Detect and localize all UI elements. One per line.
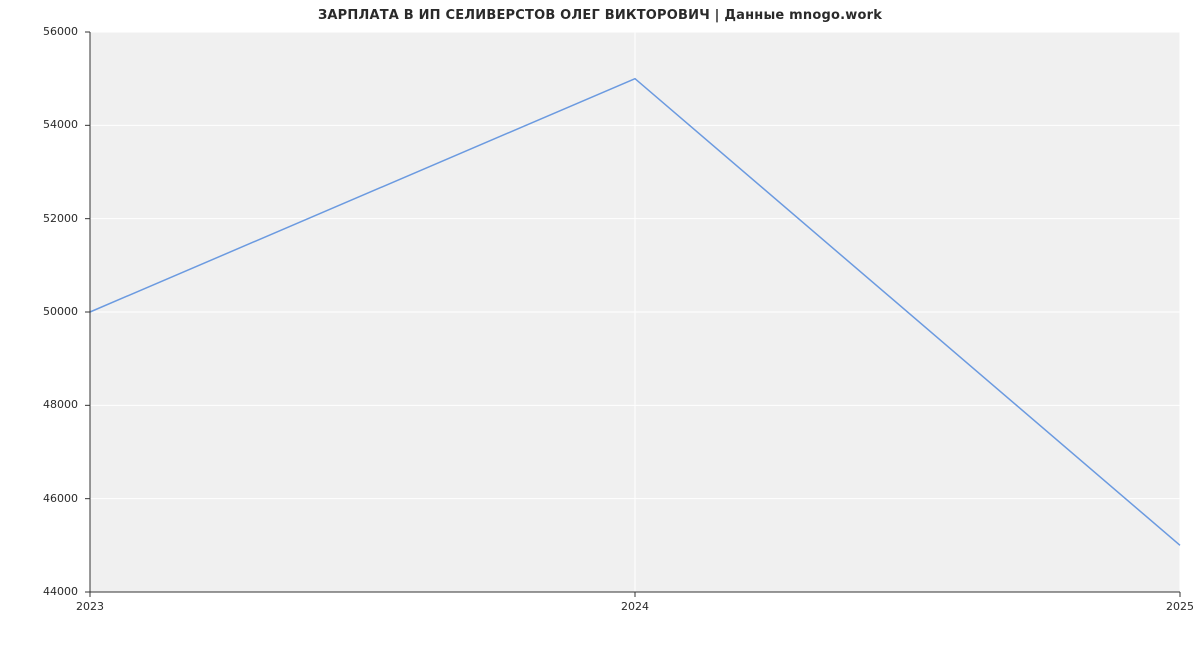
y-tick-label: 48000	[0, 398, 78, 411]
y-tick-label: 54000	[0, 118, 78, 131]
chart-title: ЗАРПЛАТА В ИП СЕЛИВЕРСТОВ ОЛЕГ ВИКТОРОВИ…	[0, 8, 1200, 23]
y-tick-label: 50000	[0, 305, 78, 318]
chart-plot-area	[90, 32, 1180, 592]
x-tick-label: 2025	[1140, 600, 1200, 613]
x-tick-label: 2024	[595, 600, 675, 613]
y-tick-label: 44000	[0, 585, 78, 598]
x-tick-label: 2023	[50, 600, 130, 613]
salary-line-chart: ЗАРПЛАТА В ИП СЕЛИВЕРСТОВ ОЛЕГ ВИКТОРОВИ…	[0, 0, 1200, 650]
y-tick-label: 56000	[0, 25, 78, 38]
y-tick-label: 46000	[0, 492, 78, 505]
y-tick-label: 52000	[0, 212, 78, 225]
